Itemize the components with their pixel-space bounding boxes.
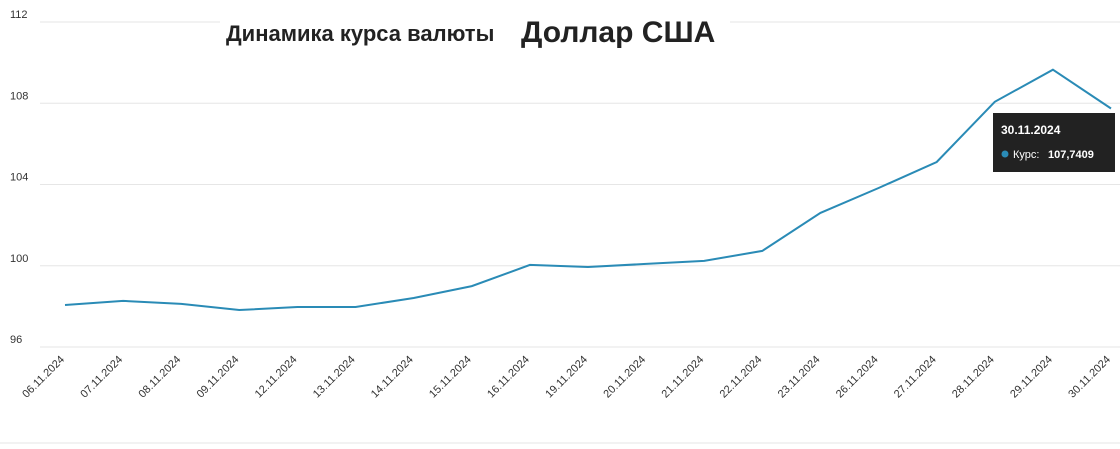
grid: 96 100 104 108 112 (10, 9, 1120, 348)
tooltip-dot (1001, 150, 1009, 158)
x-tick-label: 08.11.2024 (136, 354, 183, 401)
x-tick-label: 20.11.2024 (601, 354, 648, 401)
x-tick-label: 27.11.2024 (892, 354, 939, 401)
x-tick-label: 23.11.2024 (776, 354, 823, 401)
x-tick-label: 14.11.2024 (369, 354, 416, 401)
x-tick-label: 30.11.2024 (1066, 354, 1113, 401)
chart-title: Динамика курса валюты (226, 21, 494, 46)
y-tick-label: 108 (10, 90, 28, 102)
y-tick-label: 96 (10, 334, 22, 346)
x-tick-label: 16.11.2024 (485, 354, 532, 401)
tooltip-series: Курс: (1013, 149, 1039, 161)
x-tick-label: 06.11.2024 (20, 354, 67, 401)
x-tick-label: 21.11.2024 (659, 354, 706, 401)
y-tick-label: 112 (10, 9, 28, 21)
series-line (64, 68, 1112, 312)
x-tick-label: 15.11.2024 (427, 354, 474, 401)
x-tick-label: 13.11.2024 (311, 354, 358, 401)
x-tick-label: 22.11.2024 (718, 354, 765, 401)
plot: 06.11.2024 07.11.2024 08.11.2024 09.11.2024… (20, 68, 1113, 401)
y-tick-label: 104 (10, 172, 28, 184)
title-background (220, 12, 730, 52)
tooltip-box (993, 113, 1115, 172)
x-tick-label: 26.11.2024 (834, 354, 881, 401)
x-tick-label: 29.11.2024 (1008, 354, 1055, 401)
tooltip: 30.11.2024 Курс: 107,7409 (993, 113, 1115, 172)
x-tick-label: 07.11.2024 (78, 354, 125, 401)
y-tick-label: 100 (10, 253, 28, 265)
x-tick-label: 19.11.2024 (543, 354, 590, 401)
tooltip-value: 107,7409 (1048, 149, 1094, 161)
currency-name: Доллар США (521, 16, 715, 49)
x-tick-label: 09.11.2024 (195, 354, 242, 401)
x-tick-label: 28.11.2024 (950, 354, 997, 401)
tooltip-date: 30.11.2024 (1001, 123, 1061, 137)
x-tick-label: 12.11.2024 (253, 354, 300, 401)
